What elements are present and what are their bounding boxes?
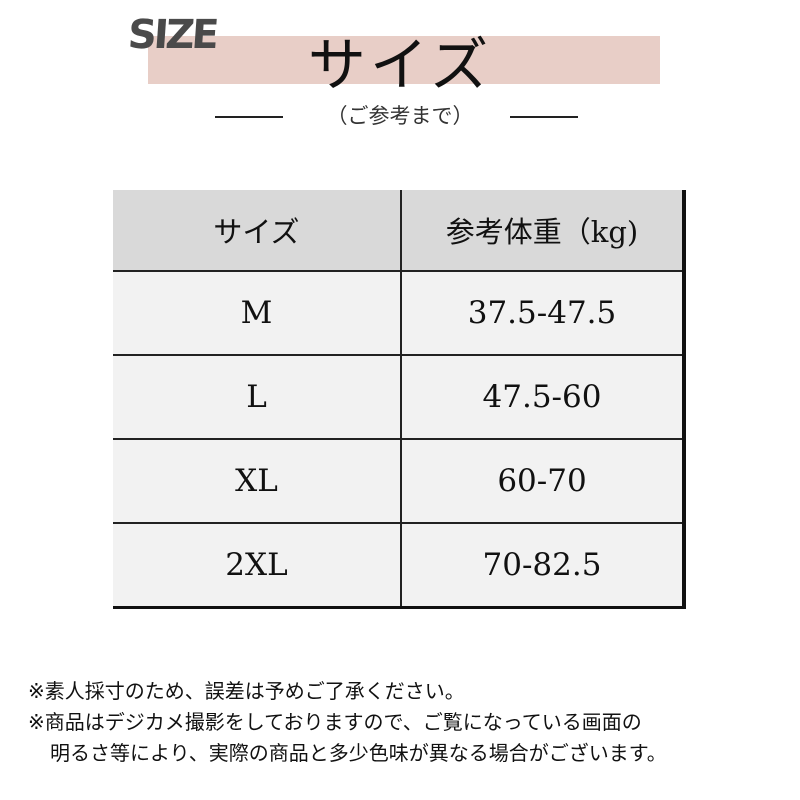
size-cell: XL bbox=[113, 439, 402, 524]
notes: ※素人採寸のため、誤差は予めご了承ください。 ※商品はデジカメ撮影をしております… bbox=[28, 676, 667, 769]
note-measurement: ※素人採寸のため、誤差は予めご了承ください。 bbox=[28, 679, 465, 703]
table-row: L 47.5-60 bbox=[113, 355, 686, 440]
header-weight: 参考体重（kg) bbox=[401, 190, 686, 272]
page-title: サイズ bbox=[307, 31, 493, 99]
table-header-row: サイズ 参考体重（kg) bbox=[113, 190, 686, 272]
weight-cell: 37.5-47.5 bbox=[401, 271, 686, 356]
divider-left bbox=[215, 116, 283, 118]
page-subtitle: （ご参考まで） bbox=[326, 104, 474, 128]
size-cell: L bbox=[113, 355, 402, 440]
note-color: ※商品はデジカメ撮影をしておりますので、ご覧になっている画面の bbox=[28, 710, 642, 734]
title-accent-band bbox=[148, 36, 660, 84]
weight-cell: 47.5-60 bbox=[401, 355, 686, 440]
size-table: サイズ 参考体重（kg) M 37.5-47.5 L 47.5-60 XL 60… bbox=[113, 190, 686, 609]
weight-cell: 70-82.5 bbox=[401, 523, 686, 609]
table-row: M 37.5-47.5 bbox=[113, 271, 686, 356]
divider-right bbox=[510, 116, 578, 118]
weight-cell: 60-70 bbox=[401, 439, 686, 524]
size-cell: M bbox=[113, 271, 402, 356]
table-row: 2XL 70-82.5 bbox=[113, 523, 686, 609]
size-cell: 2XL bbox=[113, 523, 402, 609]
table-row: XL 60-70 bbox=[113, 439, 686, 524]
header-size: サイズ bbox=[113, 190, 402, 272]
note-color-continued: 明るさ等により、実際の商品と多少色味が異なる場合がございます。 bbox=[50, 741, 667, 765]
